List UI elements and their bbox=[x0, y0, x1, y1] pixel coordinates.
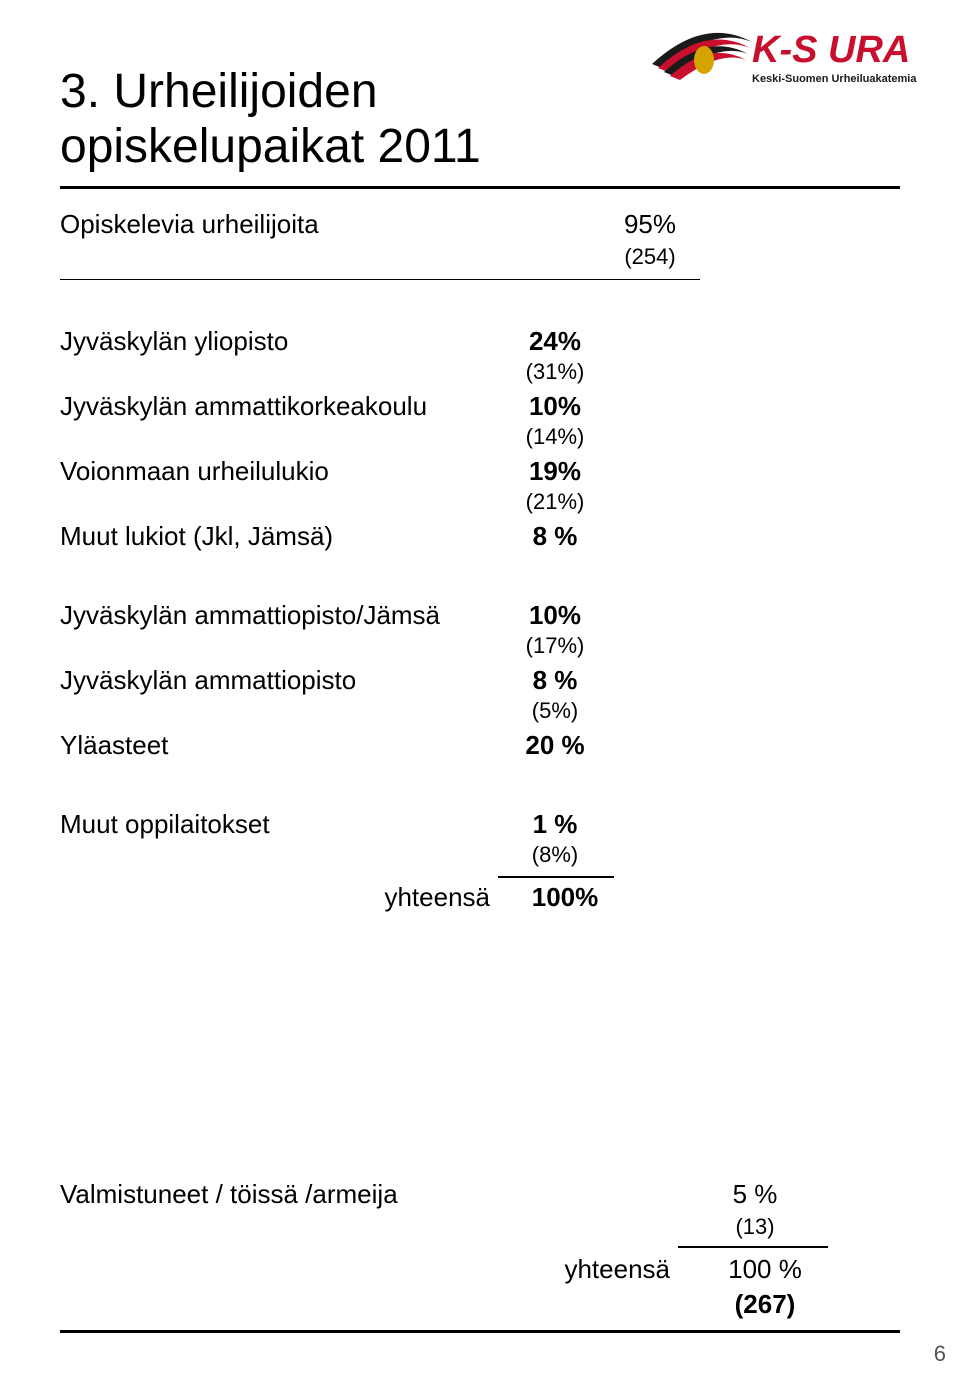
footer-row: Valmistuneet / töissä /armeija 5 % bbox=[60, 1177, 900, 1212]
subtotal-label: yhteensä bbox=[340, 882, 510, 913]
title-line-2: opiskelupaikat 2011 bbox=[60, 120, 481, 173]
page-number: 6 bbox=[934, 1341, 946, 1367]
footer-total-label: yhteensä bbox=[500, 1254, 690, 1285]
row-value: 10% bbox=[490, 387, 620, 424]
subtotal-value: 100% bbox=[510, 882, 620, 913]
row-label: Muut lukiot (Jkl, Jämsä) bbox=[60, 517, 490, 554]
table-row-sub: (14%) bbox=[60, 424, 700, 452]
table-row-sub: (17%) bbox=[60, 633, 700, 661]
page: K-S URA Keski-Suomen Urheiluakatemia 3. … bbox=[0, 0, 960, 1381]
table-row-sub: (8%) bbox=[60, 842, 700, 870]
table-row: Yläasteet 20 % bbox=[60, 726, 700, 763]
divider-thin bbox=[60, 279, 700, 280]
table-row: Jyväskylän ammattikorkeakoulu 10% bbox=[60, 387, 700, 424]
row-label: Muut oppilaitokset bbox=[60, 805, 490, 842]
row-label: Jyväskylän ammattiopisto bbox=[60, 661, 490, 698]
subtotal-line bbox=[498, 876, 614, 878]
section-3: Muut oppilaitokset 1 % (8%) yhteensä 100… bbox=[60, 805, 700, 913]
footer-total-sub: (267) bbox=[690, 1289, 840, 1320]
footer-total-value: 100 % bbox=[690, 1254, 840, 1285]
table-row: Jyväskylän yliopisto 24% bbox=[60, 322, 700, 359]
divider-top-thick bbox=[60, 186, 900, 189]
summary-label: Opiskelevia urheilijoita bbox=[60, 209, 319, 271]
summary-row: Opiskelevia urheilijoita 95% (254) bbox=[60, 199, 700, 277]
table-row: Muut oppilaitokset 1 % bbox=[60, 805, 700, 842]
section-1: Jyväskylän yliopisto 24% (31%) Jyväskylä… bbox=[60, 322, 700, 554]
footer-row-label: Valmistuneet / töissä /armeija bbox=[60, 1179, 670, 1210]
footer-row-sub-value: (13) bbox=[670, 1214, 840, 1240]
row-value: 1 % bbox=[490, 805, 620, 842]
row-value: 8 % bbox=[490, 661, 620, 698]
subtotal-row: yhteensä 100% bbox=[60, 882, 700, 913]
row-value: 8 % bbox=[490, 517, 620, 554]
footer-row-value: 5 % bbox=[670, 1179, 840, 1210]
table-row: Voionmaan urheilulukio 19% bbox=[60, 452, 700, 489]
table-row-sub: (21%) bbox=[60, 489, 700, 517]
footer-row-sub: (13) bbox=[60, 1212, 900, 1242]
row-sub: (5%) bbox=[490, 698, 620, 726]
table-row: Jyväskylän ammattiopisto/Jämsä 10% bbox=[60, 596, 700, 633]
brand-logo: K-S URA Keski-Suomen Urheiluakatemia bbox=[644, 12, 924, 103]
row-label: Jyväskylän ammattiopisto/Jämsä bbox=[60, 596, 490, 633]
summary-sub: (254) bbox=[624, 244, 675, 269]
section-2: Jyväskylän ammattiopisto/Jämsä 10% (17%)… bbox=[60, 596, 700, 763]
row-sub: (8%) bbox=[490, 842, 620, 870]
row-label: Jyväskylän ammattikorkeakoulu bbox=[60, 387, 490, 424]
table-row: Muut lukiot (Jkl, Jämsä) 8 % bbox=[60, 517, 700, 554]
table-row: Jyväskylän ammattiopisto 8 % bbox=[60, 661, 700, 698]
title-line-1: 3. Urheilijoiden bbox=[60, 65, 378, 118]
row-sub: (14%) bbox=[490, 424, 620, 452]
row-label: Jyväskylän yliopisto bbox=[60, 322, 490, 359]
row-label: Voionmaan urheilulukio bbox=[60, 452, 490, 489]
table-row-sub: (5%) bbox=[60, 698, 700, 726]
row-sub: (31%) bbox=[490, 359, 620, 387]
table-row-sub: (31%) bbox=[60, 359, 700, 387]
row-sub: (21%) bbox=[490, 489, 620, 517]
logo-subtext: Keski-Suomen Urheiluakatemia bbox=[752, 73, 917, 85]
summary-value: 95% bbox=[624, 209, 676, 239]
row-value: 10% bbox=[490, 596, 620, 633]
footer-block: Valmistuneet / töissä /armeija 5 % (13) … bbox=[60, 1177, 900, 1333]
row-value: 19% bbox=[490, 452, 620, 489]
footer-sum-line bbox=[678, 1246, 828, 1248]
footer-total-sub-row: (267) bbox=[60, 1287, 900, 1322]
divider-bottom-thick bbox=[60, 1330, 900, 1333]
row-value: 20 % bbox=[490, 726, 620, 763]
row-value: 24% bbox=[490, 322, 620, 359]
row-sub: (17%) bbox=[490, 633, 620, 661]
logo-text: K-S URA bbox=[752, 29, 910, 71]
row-label: Yläasteet bbox=[60, 726, 490, 763]
footer-total-row: yhteensä 100 % bbox=[60, 1252, 900, 1287]
